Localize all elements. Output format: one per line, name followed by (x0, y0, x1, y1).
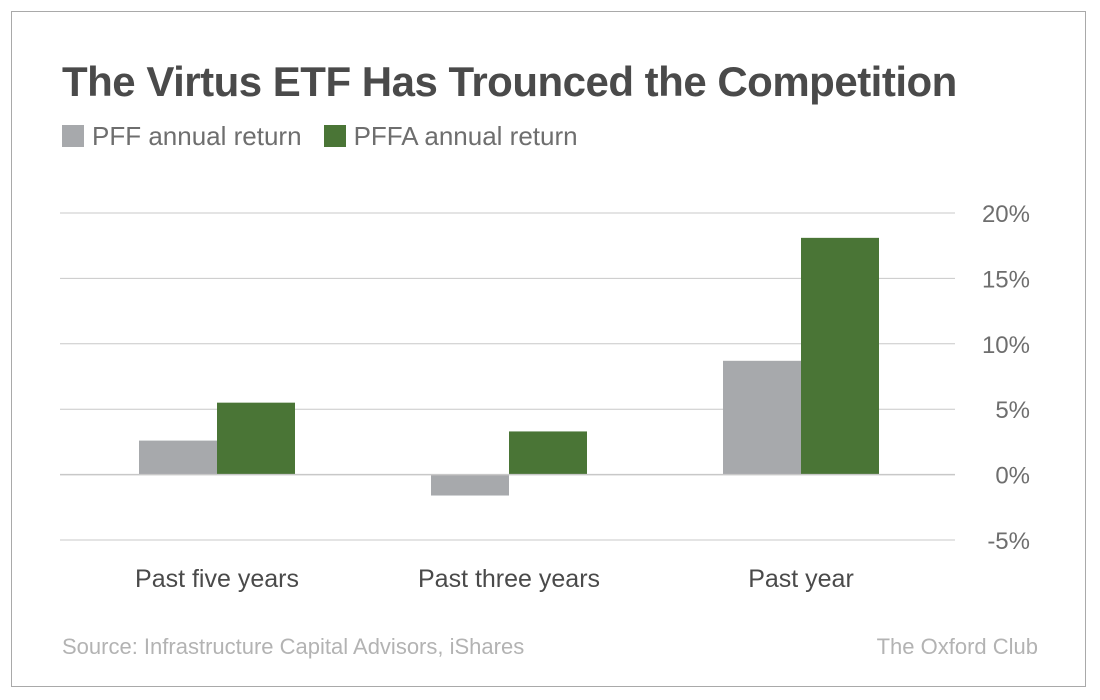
x-category-label: Past five years (135, 565, 299, 593)
bar-pffa-0 (217, 402, 295, 475)
bar-pff-0 (139, 440, 217, 475)
bar-pff-2 (723, 360, 801, 475)
y-tick-label: 10% (982, 332, 1030, 359)
legend-label-pffa: PFFA annual return (353, 120, 578, 151)
source-note: Source: Infrastructure Capital Advisors,… (62, 634, 525, 659)
bar-pffa-1 (509, 431, 587, 475)
legend: PFF annual return PFFA annual return (62, 118, 600, 154)
y-tick-label: 15% (982, 266, 1030, 293)
y-tick-label: -5% (987, 528, 1030, 555)
y-tick-label: 5% (995, 397, 1030, 424)
legend-swatch-pff (62, 125, 84, 147)
x-category-label: Past year (748, 565, 854, 593)
brand-label: The Oxford Club (876, 634, 1038, 659)
bar-pff-1 (431, 474, 509, 496)
chart-title: The Virtus ETF Has Trounced the Competit… (62, 58, 957, 105)
chart-frame (11, 11, 1086, 687)
legend-label-pff: PFF annual return (92, 120, 302, 151)
legend-item-pff: PFF annual return (62, 121, 302, 152)
legend-item-pffa: PFFA annual return (323, 120, 578, 152)
y-tick-label: 0% (995, 463, 1030, 490)
y-tick-label: 20% (982, 201, 1030, 228)
legend-swatch-pffa (323, 125, 346, 147)
x-category-label: Past three years (418, 565, 600, 593)
bar-pffa-2 (801, 237, 879, 475)
